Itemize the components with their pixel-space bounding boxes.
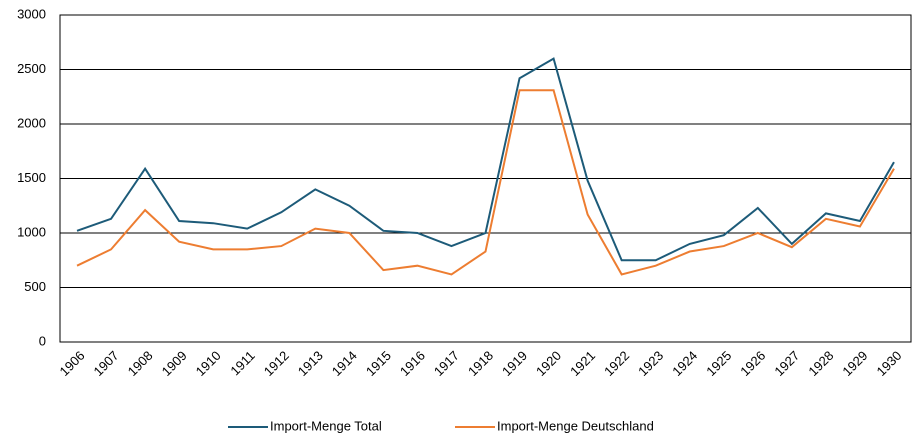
x-tick-label: 1915 <box>363 348 394 379</box>
x-tick-label: 1919 <box>499 348 530 379</box>
x-tick-label: 1907 <box>91 348 122 379</box>
x-tick-label: 1930 <box>873 348 904 379</box>
x-tick-label: 1928 <box>805 348 836 379</box>
x-tick-label: 1911 <box>227 348 257 378</box>
x-tick-label: 1917 <box>431 348 462 379</box>
legend-label: Import-Menge Total <box>270 418 382 433</box>
x-tick-label: 1927 <box>771 348 802 379</box>
x-tick-label: 1923 <box>635 348 666 379</box>
x-tick-label: 1929 <box>839 348 870 379</box>
y-tick-label: 500 <box>24 279 46 294</box>
x-tick-label: 1913 <box>295 348 326 379</box>
y-tick-label: 1000 <box>17 224 46 239</box>
x-tick-label: 1920 <box>533 348 564 379</box>
y-tick-label: 3000 <box>17 6 46 21</box>
legend-label: Import-Menge Deutschland <box>497 418 654 433</box>
x-tick-label: 1926 <box>737 348 768 379</box>
x-tick-label: 1912 <box>261 348 292 379</box>
x-tick-label: 1924 <box>669 348 700 379</box>
x-tick-label: 1925 <box>703 348 734 379</box>
x-tick-label: 1914 <box>329 348 360 379</box>
x-tick-label: 1918 <box>465 348 496 379</box>
y-tick-label: 0 <box>39 333 46 348</box>
x-tick-label: 1906 <box>57 348 88 379</box>
x-tick-label: 1922 <box>601 348 632 379</box>
plot-frame <box>59 14 912 343</box>
y-tick-label: 2000 <box>17 115 46 130</box>
series-line <box>76 89 895 276</box>
y-tick-label: 2500 <box>17 61 46 76</box>
x-tick-label: 1921 <box>567 348 598 379</box>
series-line <box>76 57 895 262</box>
x-tick-label: 1908 <box>125 348 156 379</box>
x-tick-label: 1909 <box>159 348 190 379</box>
y-tick-label: 1500 <box>17 170 46 185</box>
x-tick-label: 1916 <box>397 348 428 379</box>
x-tick-label: 1910 <box>193 348 224 379</box>
